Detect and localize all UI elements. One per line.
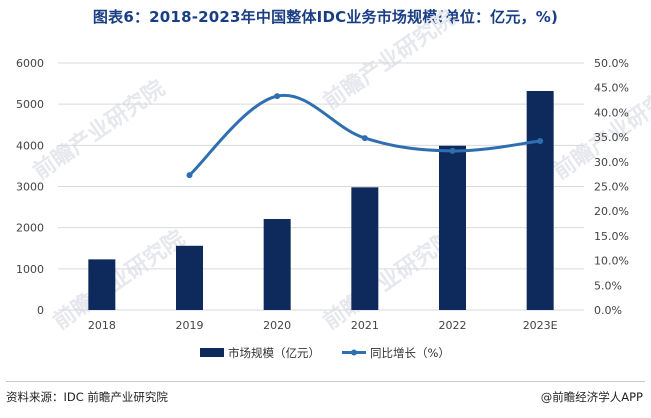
legend: 市场规模（亿元） 同比增长（%） (200, 346, 450, 360)
right-axis-ticks: 0.0% 5.0% 10.0% 15.0% 20.0% 25.0% 30.0% 35.0% 40… (594, 57, 629, 317)
left-axis-ticks: 0 1000 2000 3000 4000 5000 6000 (16, 57, 44, 317)
growth-line (188, 93, 542, 177)
grid-lines (58, 62, 584, 311)
x-tick-label: 2021 (351, 319, 379, 332)
legend-label-line: 同比增长（%） (370, 346, 450, 360)
x-tick-label: 2023E (523, 319, 558, 332)
line-series (186, 93, 544, 179)
left-tick-label: 6000 (16, 57, 44, 70)
right-tick-label: 50.0% (594, 57, 629, 70)
bar-2018 (88, 259, 116, 310)
x-axis-ticks: 2018 2019 2020 2021 2022 2023E (88, 319, 558, 332)
right-tick-label: 45.0% (594, 82, 629, 95)
growth-point-2023E (537, 138, 544, 145)
right-tick-label: 40.0% (594, 106, 629, 119)
watermark-text: 前瞻产业研究院 (29, 75, 170, 185)
right-tick-label: 5.0% (594, 279, 622, 292)
x-tick-label: 2019 (176, 319, 204, 332)
x-tick-label: 2022 (439, 319, 467, 332)
right-tick-label: 15.0% (594, 230, 629, 243)
bar-2022 (439, 145, 466, 310)
legend-marker-line (351, 349, 357, 356)
right-tick-label: 20.0% (594, 205, 629, 218)
legend-swatch-bar (200, 348, 224, 357)
left-tick-label: 1000 (16, 263, 44, 276)
right-tick-label: 35.0% (594, 131, 629, 144)
x-tick-label: 2018 (88, 319, 116, 332)
bar-2019 (176, 245, 203, 310)
left-tick-label: 3000 (16, 181, 44, 194)
growth-point-2019 (186, 172, 193, 179)
legend-label-bar: 市场规模（亿元） (228, 346, 320, 360)
left-tick-label: 2000 (16, 222, 44, 235)
bar-series (88, 90, 554, 310)
right-tick-label: 25.0% (594, 181, 629, 194)
growth-point-2021 (361, 135, 368, 142)
left-tick-label: 5000 (16, 98, 44, 111)
watermark-text: 前瞻产业研究院 (49, 225, 190, 335)
left-tick-label: 0 (37, 304, 44, 317)
bar-2020 (263, 219, 291, 310)
right-tick-label: 30.0% (594, 156, 629, 169)
right-tick-label: 10.0% (594, 255, 629, 268)
x-tick-label: 2020 (263, 319, 291, 332)
brand-text: @前瞻经济学人APP (540, 390, 643, 404)
left-tick-label: 4000 (16, 139, 44, 152)
right-tick-label: 0.0% (594, 304, 622, 317)
bar-2023E (526, 90, 554, 310)
growth-point-2022 (449, 147, 456, 154)
watermark-text: 前瞻产业研究院 (319, 5, 460, 115)
footer-divider (6, 381, 645, 382)
growth-point-2020 (274, 93, 281, 100)
source-text: 资料来源：IDC 前瞻产业研究院 (6, 390, 168, 404)
bar-2021 (351, 187, 379, 310)
chart-title: 图表6：2018-2023年中国整体IDC业务市场规模(单位：亿元，%) (92, 8, 559, 26)
